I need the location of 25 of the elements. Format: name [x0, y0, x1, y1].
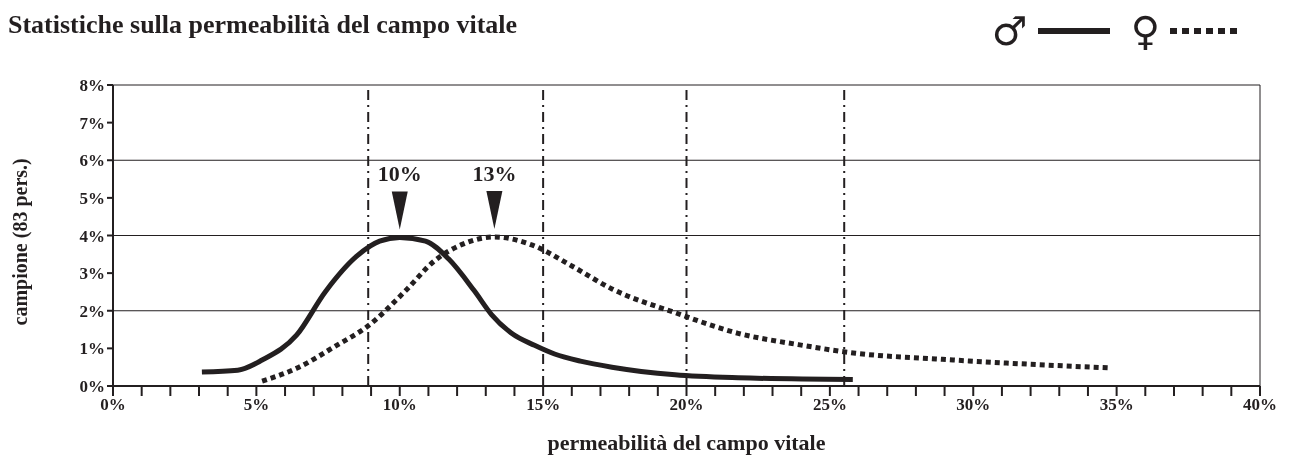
chart-title: Statistiche sulla permeabilità del campo vitale: [8, 10, 518, 40]
x-tick-label: 0%: [100, 395, 126, 415]
x-tick-label: 5%: [243, 395, 270, 415]
y-tick-label: 5%: [79, 188, 105, 208]
x-tick-label: 35%: [1099, 395, 1134, 415]
legend-label: ♀: [1130, 8, 1160, 54]
x-tick-label: 10%: [382, 395, 417, 415]
y-tick-label: 8%: [79, 76, 105, 96]
annotation: 13%: [472, 161, 517, 187]
x-axis-title: permeabilità del campo vitale: [547, 430, 826, 455]
x-tick-label: 20%: [669, 395, 704, 415]
y-tick-label: 7%: [79, 113, 105, 133]
y-tick-label: 3%: [79, 264, 105, 284]
annotation: 10%: [377, 161, 422, 187]
y-tick-label: 4%: [79, 226, 105, 246]
y-tick-label: 0%: [79, 377, 105, 397]
x-tick-label: 15%: [526, 395, 561, 415]
y-axis-title: campione (83 pers.): [9, 158, 33, 326]
y-tick-label: 6%: [79, 151, 105, 171]
x-tick-label: 40%: [1243, 395, 1277, 415]
x-tick-label: 30%: [956, 395, 991, 415]
legend-label: ♂: [991, 8, 1028, 54]
x-tick-label: 25%: [812, 395, 847, 415]
y-tick-label: 2%: [79, 301, 105, 321]
y-tick-label: 1%: [79, 339, 105, 359]
